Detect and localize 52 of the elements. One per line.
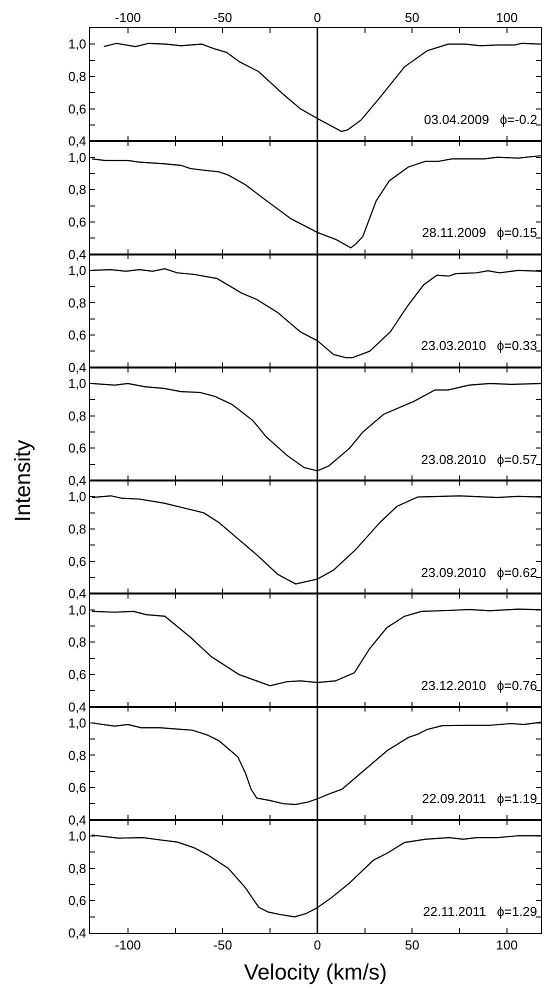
x2-tick-label: -100 xyxy=(114,10,141,25)
y-tick-label: 1,0 xyxy=(68,715,86,730)
x-tick-label: 0 xyxy=(314,938,322,952)
x-tick-label: -100 xyxy=(114,938,141,952)
annotation: 22.09.2011 ϕ=1.19 xyxy=(422,791,538,806)
y-tick-label: 0,8 xyxy=(68,295,86,310)
x-tick-label: 50 xyxy=(404,938,420,952)
y-tick-label: 0,6 xyxy=(68,440,86,456)
y-tick-label: 1,0 xyxy=(68,828,86,844)
annotation: 23.08.2010 ϕ=0.57 xyxy=(421,452,538,467)
x-tick-label: -50 xyxy=(213,938,232,952)
y-tick-label: 0,6 xyxy=(68,893,86,908)
y-tick-label: 0,6 xyxy=(68,554,86,569)
y-tick-label: 0,4 xyxy=(68,473,86,488)
y-tick-label: 0,4 xyxy=(68,699,86,714)
x2-tick-label: 0 xyxy=(314,10,322,25)
y-axis-title: Intensity xyxy=(10,440,35,522)
y-tick-label: 0,8 xyxy=(68,182,86,198)
y-tick-label: 0,8 xyxy=(68,522,86,537)
x-axis-title: Velocity (km/s) xyxy=(244,959,388,984)
annotation: 03.04.2009 ϕ=-0.2 xyxy=(424,112,538,127)
y-tick-label: 1,0 xyxy=(68,262,86,278)
y-tick-label: 0,4 xyxy=(68,586,86,602)
x2-tick-label: -50 xyxy=(213,10,232,25)
y-tick-label: 0,4 xyxy=(68,926,86,941)
y-tick-label: 1,0 xyxy=(68,489,86,504)
annotation: 23.09.2010 ϕ=0.62 xyxy=(421,565,538,580)
y-tick-label: 1,0 xyxy=(68,36,86,52)
annotation: 28.11.2009 ϕ=0.15 xyxy=(422,225,538,240)
y-tick-label: 0,6 xyxy=(68,666,86,682)
annotation: 23.12.2010 ϕ=0.76 xyxy=(421,678,538,693)
y-tick-label: 0,8 xyxy=(68,69,86,84)
y-tick-label: 0,4 xyxy=(68,134,86,149)
y-tick-label: 0,8 xyxy=(68,634,86,650)
x2-tick-label: 50 xyxy=(404,10,420,25)
y-tick-label: 1,0 xyxy=(68,602,86,618)
y-tick-label: 0,8 xyxy=(68,748,86,763)
y-tick-label: 0,6 xyxy=(68,214,86,230)
x2-tick-label: 100 xyxy=(496,10,518,25)
y-tick-label: 0,6 xyxy=(68,101,86,116)
y-tick-label: 0,6 xyxy=(68,780,86,796)
y-tick-label: 0,6 xyxy=(68,328,86,343)
annotation: 22.11.2011 ϕ=1.29 xyxy=(423,904,538,919)
y-tick-label: 1,0 xyxy=(68,376,86,392)
y-tick-label: 0,4 xyxy=(68,246,86,262)
y-tick-label: 0,4 xyxy=(68,812,86,828)
y-tick-label: 0,8 xyxy=(68,408,86,424)
y-tick-label: 0,4 xyxy=(68,360,86,375)
y-tick-label: 1,0 xyxy=(68,150,86,165)
annotation: 23.03.2010 ϕ=0.33 xyxy=(421,338,538,353)
x-tick-label: 100 xyxy=(496,938,518,952)
y-tick-label: 0,8 xyxy=(68,860,86,876)
